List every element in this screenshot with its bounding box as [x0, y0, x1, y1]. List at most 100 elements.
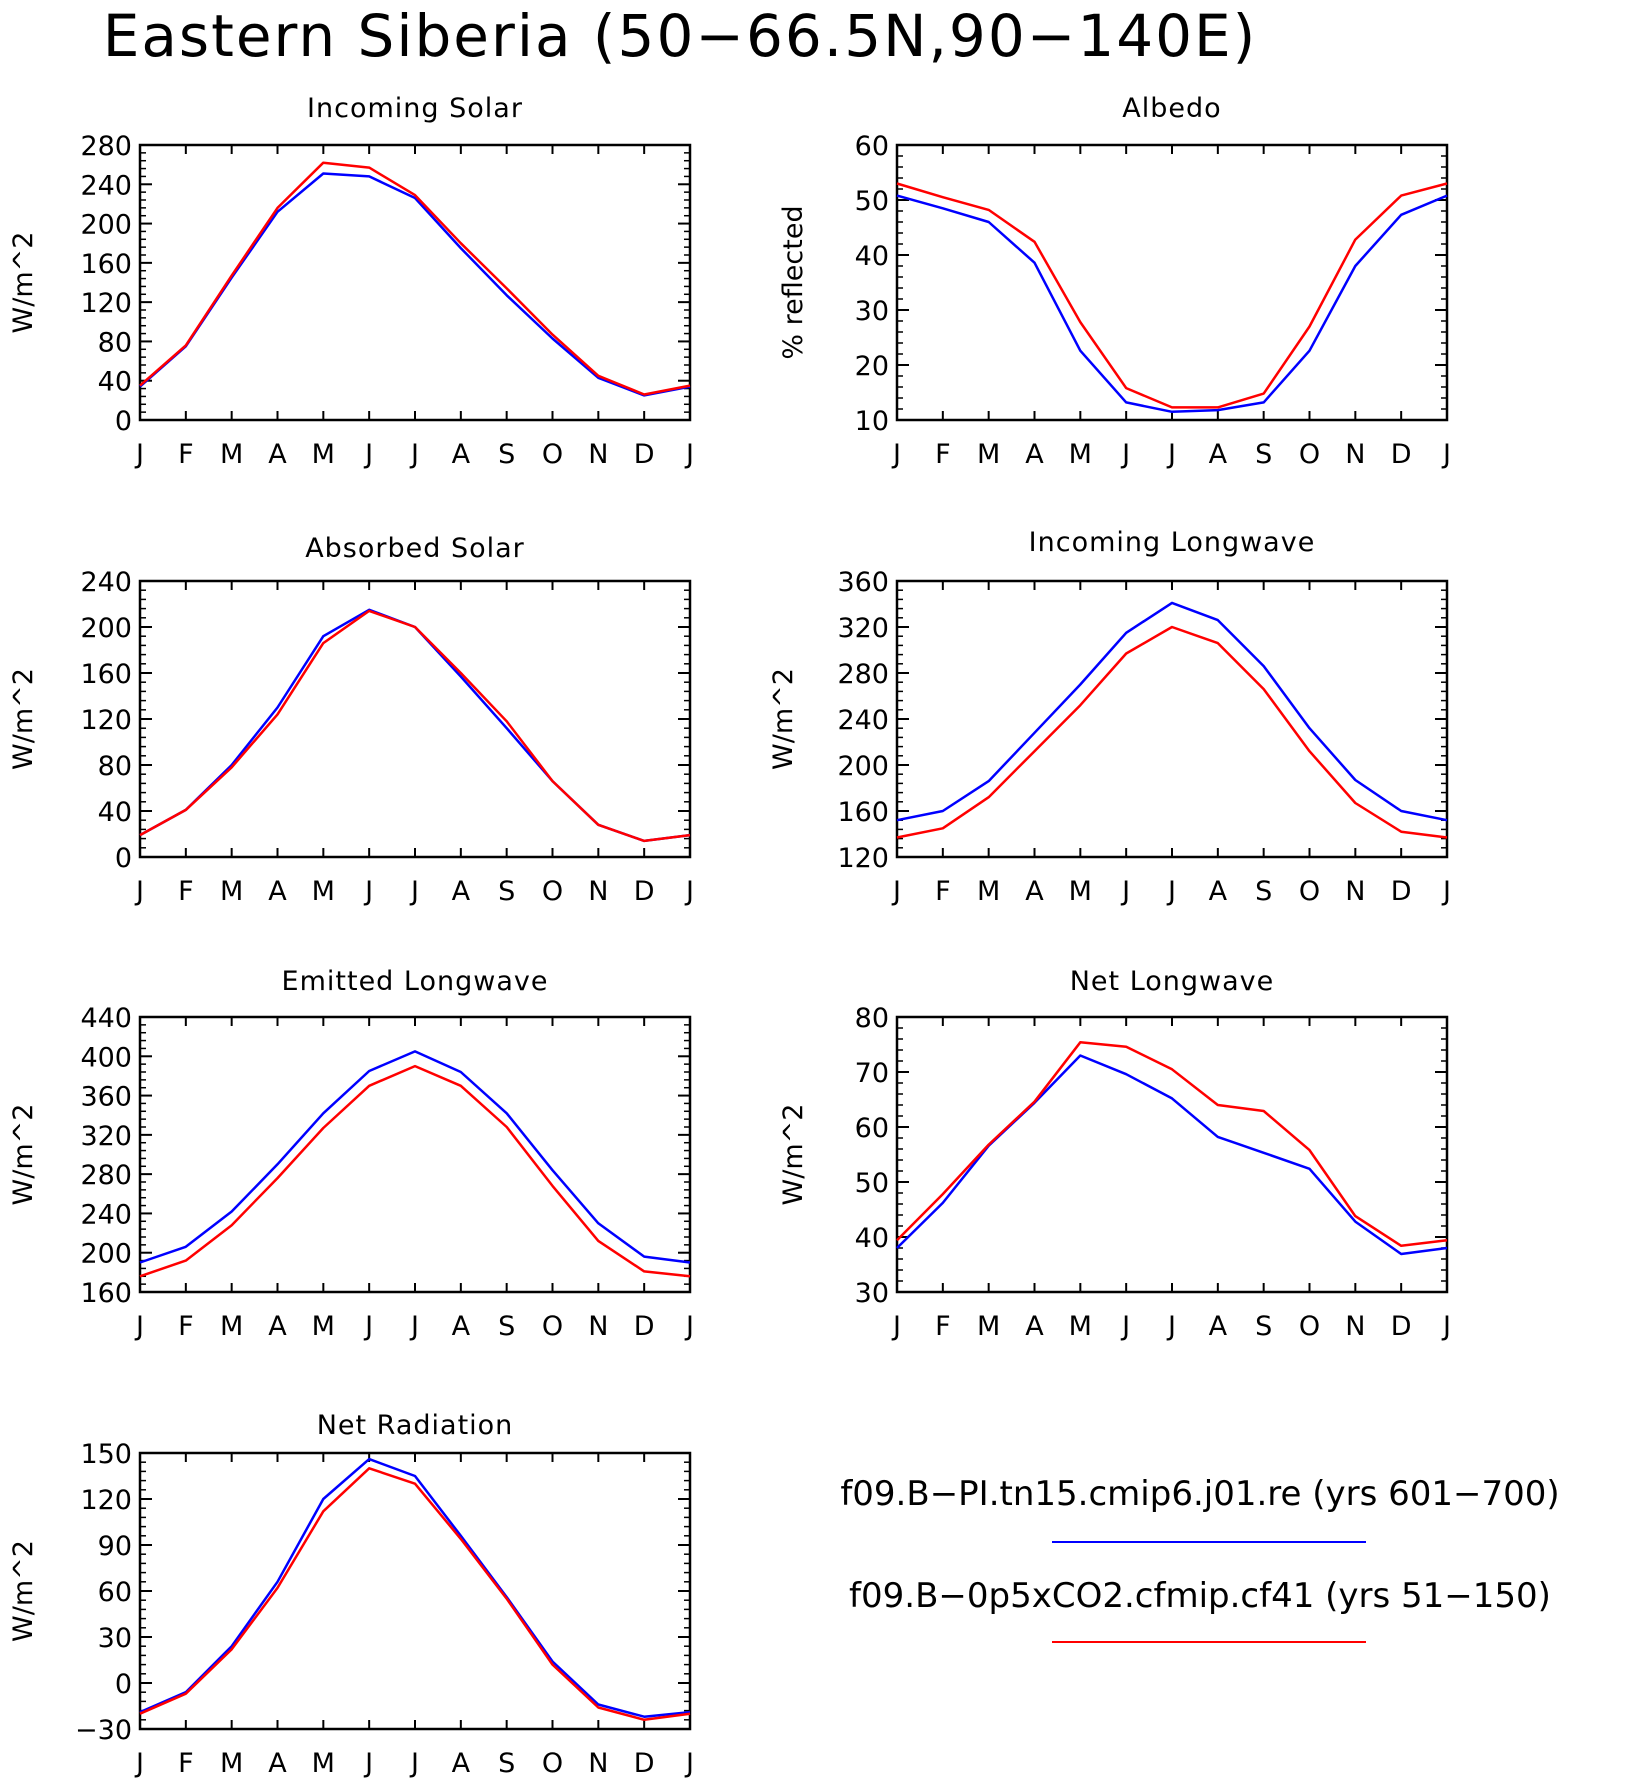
x-tick-label: D	[1391, 876, 1412, 907]
x-tick-label: D	[634, 1311, 655, 1342]
series-line-red	[139, 1064, 691, 1278]
y-tick-label: 10	[855, 406, 889, 437]
x-tick-label: A	[268, 1748, 287, 1779]
x-tick-label: A	[1025, 876, 1044, 907]
y-tick-label: 120	[837, 843, 889, 874]
y-tick-label: 0	[115, 406, 132, 437]
x-tick-label: F	[935, 1311, 951, 1342]
x-tick-label: S	[498, 1311, 515, 1342]
x-tick-label: D	[1391, 1311, 1412, 1342]
x-tick-label: M	[1069, 876, 1092, 907]
y-tick-label: 120	[80, 1485, 132, 1516]
x-tick-label: M	[977, 439, 1000, 470]
y-tick-label: 70	[855, 1058, 889, 1089]
x-tick-label: M	[220, 1748, 243, 1779]
x-tick-label: J	[1166, 1311, 1176, 1342]
x-tick-label: J	[891, 1311, 901, 1342]
x-tick-label: M	[312, 1748, 335, 1779]
x-tick-label: J	[1120, 439, 1130, 470]
plot-frame	[138, 579, 692, 859]
plot-frame	[138, 1015, 692, 1294]
y-tick-label: 320	[837, 613, 889, 644]
y-axis-label: W/m^2	[8, 1540, 39, 1642]
x-tick-label: N	[588, 439, 608, 470]
series-line-red	[139, 161, 691, 396]
legend: f09.B−PI.tn15.cmip6.j01.re (yrs 601−700)…	[840, 1474, 1560, 1643]
x-tick-label: J	[1441, 1311, 1451, 1342]
y-tick-label: 120	[80, 288, 132, 319]
x-tick-label: J	[1441, 876, 1451, 907]
x-tick-label: J	[684, 439, 694, 470]
x-tick-label: J	[409, 1311, 419, 1342]
x-tick-label: M	[977, 1311, 1000, 1342]
x-tick-label: J	[891, 876, 901, 907]
y-tick-label: 0	[115, 1669, 132, 1700]
y-tick-label: 280	[837, 659, 889, 690]
y-tick-label: 200	[80, 210, 132, 241]
x-tick-label: F	[178, 439, 194, 470]
x-tick-label: J	[134, 1311, 144, 1342]
legend-label-0p5xco2: f09.B−0p5xCO2.cfmip.cf41 (yrs 51−150)	[849, 1576, 1551, 1616]
y-tick-label: 200	[80, 613, 132, 644]
x-tick-label: A	[452, 1311, 471, 1342]
plot-frame	[895, 143, 1449, 422]
x-tick-label: O	[1299, 876, 1320, 907]
x-tick-label: M	[977, 876, 1000, 907]
series-line-red	[896, 625, 1448, 839]
x-tick-label: N	[1345, 876, 1365, 907]
x-tick-label: J	[363, 876, 373, 907]
y-axis-label: W/m^2	[768, 668, 799, 770]
x-tick-label: M	[220, 1311, 243, 1342]
y-axis-label: W/m^2	[8, 232, 39, 334]
x-tick-label: D	[634, 876, 655, 907]
x-tick-label: A	[1209, 876, 1228, 907]
panel-title: Albedo	[1122, 93, 1221, 124]
y-tick-label: 360	[80, 1082, 132, 1113]
y-tick-label: 80	[98, 327, 132, 358]
y-tick-label: 90	[98, 1531, 132, 1562]
y-tick-label: 160	[837, 797, 889, 828]
panel-title: Emitted Longwave	[282, 966, 549, 997]
series-line-blue	[139, 608, 691, 843]
x-tick-label: S	[498, 876, 515, 907]
x-tick-label: J	[1166, 876, 1176, 907]
y-tick-label: 40	[855, 1223, 889, 1254]
y-tick-label: 160	[80, 1278, 132, 1309]
x-tick-label: J	[409, 439, 419, 470]
x-tick-label: N	[588, 1748, 608, 1779]
y-tick-label: 30	[855, 1278, 889, 1309]
panel-title: Absorbed Solar	[305, 533, 525, 564]
x-tick-label: J	[684, 1748, 694, 1779]
x-tick-label: F	[935, 876, 951, 907]
series-line-blue	[139, 172, 691, 397]
x-tick-label: A	[1209, 1311, 1228, 1342]
y-tick-label: 80	[98, 751, 132, 782]
series-line-blue	[896, 601, 1448, 822]
x-tick-label: M	[312, 1311, 335, 1342]
y-tick-label: 440	[80, 1003, 132, 1034]
y-axis-label: % reflected	[778, 205, 809, 359]
y-tick-label: 160	[80, 659, 132, 690]
y-tick-label: 30	[855, 296, 889, 327]
x-tick-label: O	[542, 1748, 563, 1779]
y-axis-label: W/m^2	[8, 668, 39, 770]
x-tick-label: A	[1025, 439, 1044, 470]
x-tick-label: D	[1391, 439, 1412, 470]
y-tick-label: 0	[115, 843, 132, 874]
y-tick-label: 80	[855, 1003, 889, 1034]
y-tick-label: 50	[855, 1168, 889, 1199]
plot-frame	[138, 1451, 692, 1731]
series-line-blue	[139, 1457, 691, 1718]
y-tick-label: 360	[837, 567, 889, 598]
x-tick-label: M	[1069, 439, 1092, 470]
series-line-blue	[139, 1050, 691, 1264]
y-tick-label: 200	[80, 1239, 132, 1270]
y-axis-label: W/m^2	[778, 1104, 809, 1206]
x-tick-label: J	[409, 876, 419, 907]
panel-title: Net Longwave	[1070, 966, 1275, 997]
y-tick-label: 40	[98, 367, 132, 398]
x-tick-label: S	[1255, 876, 1272, 907]
